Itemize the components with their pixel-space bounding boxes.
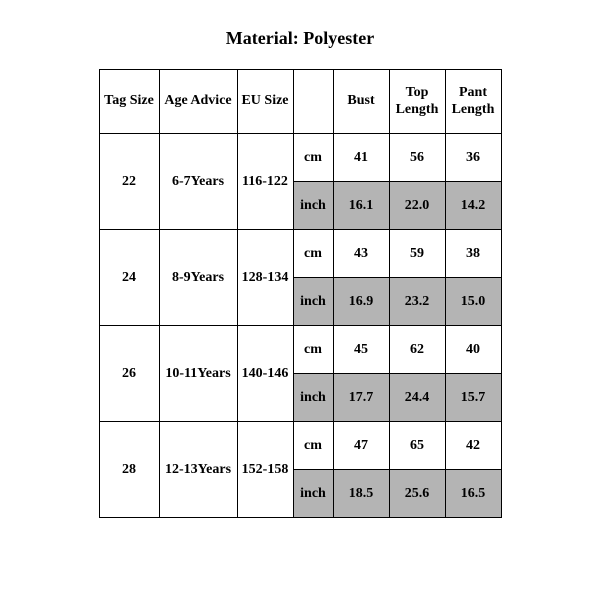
cell-tag: 26 bbox=[99, 326, 159, 422]
cell-eu: 140-146 bbox=[237, 326, 293, 422]
table-row: 26 10-11Years 140-146 cm 45 62 40 bbox=[99, 326, 501, 374]
cell-top-inch: 24.4 bbox=[389, 374, 445, 422]
cell-pant-inch: 15.7 bbox=[445, 374, 501, 422]
cell-bust-cm: 43 bbox=[333, 230, 389, 278]
cell-bust-cm: 41 bbox=[333, 134, 389, 182]
cell-pant-inch: 15.0 bbox=[445, 278, 501, 326]
col-age-advice: Age Advice bbox=[159, 70, 237, 134]
cell-bust-inch: 16.1 bbox=[333, 182, 389, 230]
cell-pant-cm: 38 bbox=[445, 230, 501, 278]
cell-pant-cm: 36 bbox=[445, 134, 501, 182]
cell-unit-inch: inch bbox=[293, 470, 333, 518]
cell-top-inch: 25.6 bbox=[389, 470, 445, 518]
cell-bust-inch: 16.9 bbox=[333, 278, 389, 326]
cell-top-cm: 56 bbox=[389, 134, 445, 182]
cell-unit-cm: cm bbox=[293, 422, 333, 470]
cell-top-cm: 65 bbox=[389, 422, 445, 470]
table-row: 28 12-13Years 152-158 cm 47 65 42 bbox=[99, 422, 501, 470]
cell-tag: 22 bbox=[99, 134, 159, 230]
cell-pant-inch: 16.5 bbox=[445, 470, 501, 518]
col-pant-length: Pant Length bbox=[445, 70, 501, 134]
cell-bust-cm: 45 bbox=[333, 326, 389, 374]
cell-top-cm: 59 bbox=[389, 230, 445, 278]
table-row: 22 6-7Years 116-122 cm 41 56 36 bbox=[99, 134, 501, 182]
col-unit bbox=[293, 70, 333, 134]
cell-unit-inch: inch bbox=[293, 278, 333, 326]
table-body: 22 6-7Years 116-122 cm 41 56 36 inch 16.… bbox=[99, 134, 501, 518]
cell-pant-cm: 42 bbox=[445, 422, 501, 470]
cell-age: 10-11Years bbox=[159, 326, 237, 422]
table-header-row: Tag Size Age Advice EU Size Bust Top Len… bbox=[99, 70, 501, 134]
size-table-container: Tag Size Age Advice EU Size Bust Top Len… bbox=[0, 69, 600, 518]
col-bust: Bust bbox=[333, 70, 389, 134]
cell-age: 6-7Years bbox=[159, 134, 237, 230]
cell-top-inch: 23.2 bbox=[389, 278, 445, 326]
cell-bust-inch: 17.7 bbox=[333, 374, 389, 422]
page-title: Material: Polyester bbox=[0, 0, 600, 69]
cell-pant-cm: 40 bbox=[445, 326, 501, 374]
col-eu-size: EU Size bbox=[237, 70, 293, 134]
cell-top-inch: 22.0 bbox=[389, 182, 445, 230]
cell-unit-inch: inch bbox=[293, 374, 333, 422]
cell-age: 12-13Years bbox=[159, 422, 237, 518]
cell-unit-cm: cm bbox=[293, 134, 333, 182]
cell-unit-cm: cm bbox=[293, 326, 333, 374]
col-tag-size: Tag Size bbox=[99, 70, 159, 134]
cell-tag: 24 bbox=[99, 230, 159, 326]
cell-unit-cm: cm bbox=[293, 230, 333, 278]
cell-eu: 116-122 bbox=[237, 134, 293, 230]
cell-tag: 28 bbox=[99, 422, 159, 518]
cell-age: 8-9Years bbox=[159, 230, 237, 326]
cell-unit-inch: inch bbox=[293, 182, 333, 230]
cell-pant-inch: 14.2 bbox=[445, 182, 501, 230]
col-top-length: Top Length bbox=[389, 70, 445, 134]
cell-bust-inch: 18.5 bbox=[333, 470, 389, 518]
size-table: Tag Size Age Advice EU Size Bust Top Len… bbox=[99, 69, 502, 518]
table-row: 24 8-9Years 128-134 cm 43 59 38 bbox=[99, 230, 501, 278]
cell-eu: 128-134 bbox=[237, 230, 293, 326]
cell-top-cm: 62 bbox=[389, 326, 445, 374]
cell-eu: 152-158 bbox=[237, 422, 293, 518]
cell-bust-cm: 47 bbox=[333, 422, 389, 470]
